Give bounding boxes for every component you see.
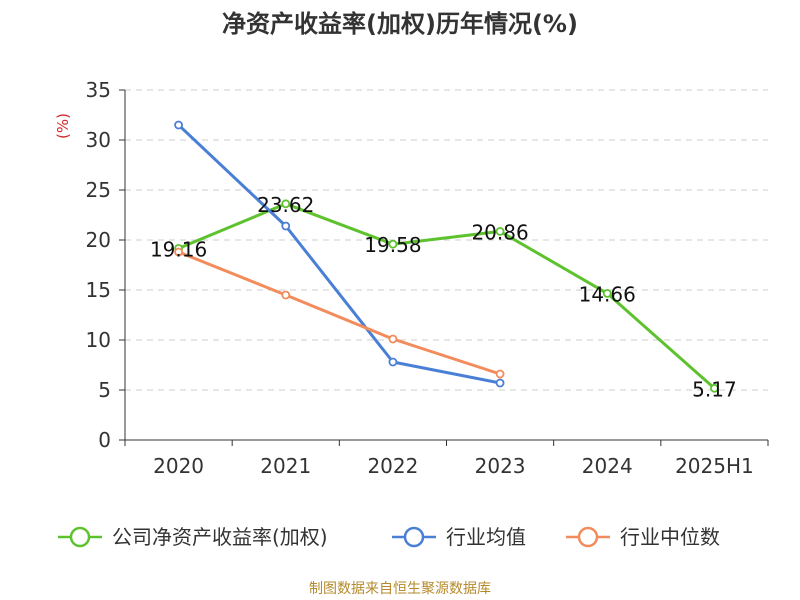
data-point: [495, 378, 505, 388]
series-line: [178, 250, 501, 376]
legend-label: 公司净资产收益率(加权): [112, 525, 328, 549]
data-label: 19.58: [364, 233, 421, 257]
axes: 0 5 10 15 20 25 30 35 2020 2021 2022 2023 2024 2025H1…: [54, 78, 769, 478]
legend-marker: [403, 526, 425, 548]
y-axis-unit-label: (%): [54, 113, 72, 139]
chart-title: 净资产收益率(加权)历年情况(%): [222, 10, 578, 38]
data-point: [281, 290, 291, 300]
x-tick-label: 2020: [153, 454, 204, 478]
data-point: [174, 247, 183, 257]
legend-marker: [69, 526, 91, 548]
data-label: 20.86: [471, 220, 528, 244]
legend[interactable]: 公司净资产收益率(加权) 行业均值 行业中位数: [58, 525, 720, 549]
legend-item[interactable]: 行业均值: [392, 525, 526, 549]
series-line: [177, 123, 501, 385]
data-label: 14.66: [579, 282, 636, 306]
x-tick-label: 2022: [367, 454, 418, 478]
source-note: 制图数据来自恒生聚源数据库: [309, 581, 491, 597]
data-point: [495, 369, 505, 379]
x-tick-label: 2021: [260, 454, 311, 478]
data-point: [710, 383, 719, 393]
y-tick-label: 0: [98, 428, 111, 452]
y-tick-label: 25: [86, 178, 111, 202]
grid-lines: [125, 89, 768, 391]
data-point: [174, 120, 183, 130]
data-point: [388, 239, 398, 249]
x-tick-label: 2025H1: [675, 454, 754, 478]
legend-marker: [577, 526, 599, 548]
x-tick-label: 2023: [475, 454, 526, 478]
data-point: [281, 221, 291, 231]
data-label: 5.17: [692, 377, 737, 401]
legend-label: 行业均值: [446, 525, 526, 549]
y-tick-label: 35: [86, 78, 111, 102]
y-tick-label: 20: [86, 228, 111, 252]
data-label: 23.62: [257, 193, 314, 217]
y-tick-label: 10: [86, 328, 111, 352]
data-point: [388, 357, 398, 367]
x-tick-label: 2024: [582, 454, 633, 478]
legend-label: 行业中位数: [620, 525, 720, 549]
legend-item[interactable]: 公司净资产收益率(加权): [58, 525, 328, 549]
data-point: [388, 334, 398, 344]
y-tick-label: 5: [98, 378, 111, 402]
data-point: [602, 288, 612, 298]
y-tick-label: 15: [86, 278, 111, 302]
legend-item[interactable]: 行业中位数: [566, 525, 720, 549]
data-point: [281, 199, 291, 209]
y-tick-label: 30: [86, 128, 111, 152]
series-line: [178, 202, 716, 390]
data-point: [495, 226, 505, 236]
series-lines: [174, 120, 719, 393]
data-labels: 19.16 23.62 19.58 20.86 14.66 5.17: [150, 193, 737, 401]
data-label: 19.16: [150, 237, 207, 261]
